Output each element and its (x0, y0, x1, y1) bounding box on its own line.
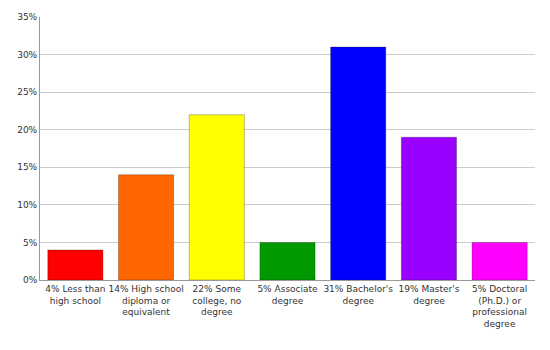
svg-text:20%: 20% (17, 125, 37, 135)
svg-text:25%: 25% (17, 87, 37, 97)
svg-text:31% Bachelor'sdegree: 31% Bachelor'sdegree (323, 284, 393, 306)
svg-text:5%: 5% (23, 238, 38, 248)
svg-text:4% Less thanhigh school: 4% Less thanhigh school (45, 284, 105, 306)
svg-text:14% High schooldiploma orequiv: 14% High schooldiploma orequivalent (108, 284, 183, 317)
svg-text:30%: 30% (17, 50, 37, 60)
svg-text:10%: 10% (17, 200, 37, 210)
svg-text:5% Associatedegree: 5% Associatedegree (257, 284, 318, 306)
svg-text:5% Doctoral(Ph.D.) orprofessio: 5% Doctoral(Ph.D.) orprofessionaldegree (472, 284, 527, 329)
svg-text:15%: 15% (17, 162, 37, 172)
svg-text:19% Master'sdegree: 19% Master'sdegree (399, 284, 460, 306)
svg-text:35%: 35% (17, 12, 37, 22)
svg-text:22% Somecollege, nodegree: 22% Somecollege, nodegree (192, 284, 242, 317)
svg-text:0%: 0% (23, 275, 38, 285)
